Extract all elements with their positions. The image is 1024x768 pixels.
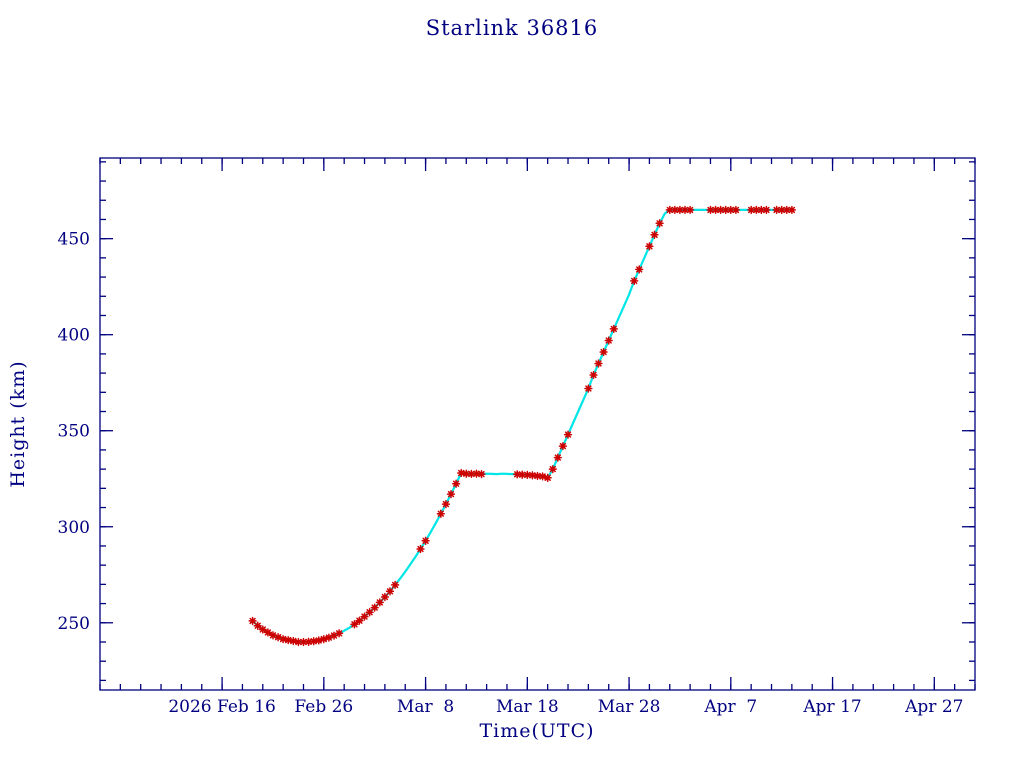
axis-ticks <box>99 158 976 690</box>
x-tick-label: Mar 8 <box>397 697 454 717</box>
x-tick-label: Feb 26 <box>294 697 353 717</box>
y-tick-label: 450 <box>58 230 90 250</box>
y-tick-label: 400 <box>58 326 90 346</box>
x-tick-label: Apr 17 <box>802 697 861 717</box>
y-tick-label: 350 <box>58 422 90 442</box>
x-tick-label: Apr 7 <box>703 697 757 717</box>
y-tick-label: 300 <box>58 518 90 538</box>
y-tick-label: 250 <box>58 614 90 634</box>
x-tick-label: Mar 18 <box>496 697 559 717</box>
plot-frame <box>99 157 976 691</box>
chart-title: Starlink 36816 <box>425 16 599 40</box>
data-series-line <box>251 208 792 644</box>
x-tick-label: 2026 Feb 16 <box>168 697 276 717</box>
x-axis-title: Time(UTC) <box>479 720 595 742</box>
x-tick-label: Mar 28 <box>598 697 661 717</box>
tick-labels: 2026 Feb 16 Feb 26 Mar 8 Mar 18 Mar 28 Apr 7 A… <box>58 230 964 717</box>
x-tick-label: Apr 27 <box>904 697 963 717</box>
data-point-markers <box>248 205 797 647</box>
